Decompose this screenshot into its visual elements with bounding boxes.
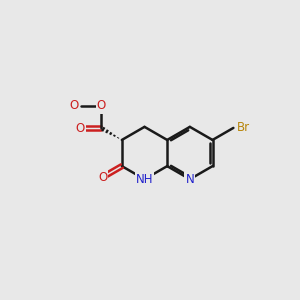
- Text: O: O: [97, 99, 106, 112]
- Text: Br: Br: [237, 122, 250, 134]
- Text: O: O: [70, 99, 79, 112]
- Text: N: N: [185, 173, 194, 186]
- Text: O: O: [98, 171, 107, 184]
- Text: NH: NH: [136, 173, 153, 186]
- Text: O: O: [75, 122, 85, 135]
